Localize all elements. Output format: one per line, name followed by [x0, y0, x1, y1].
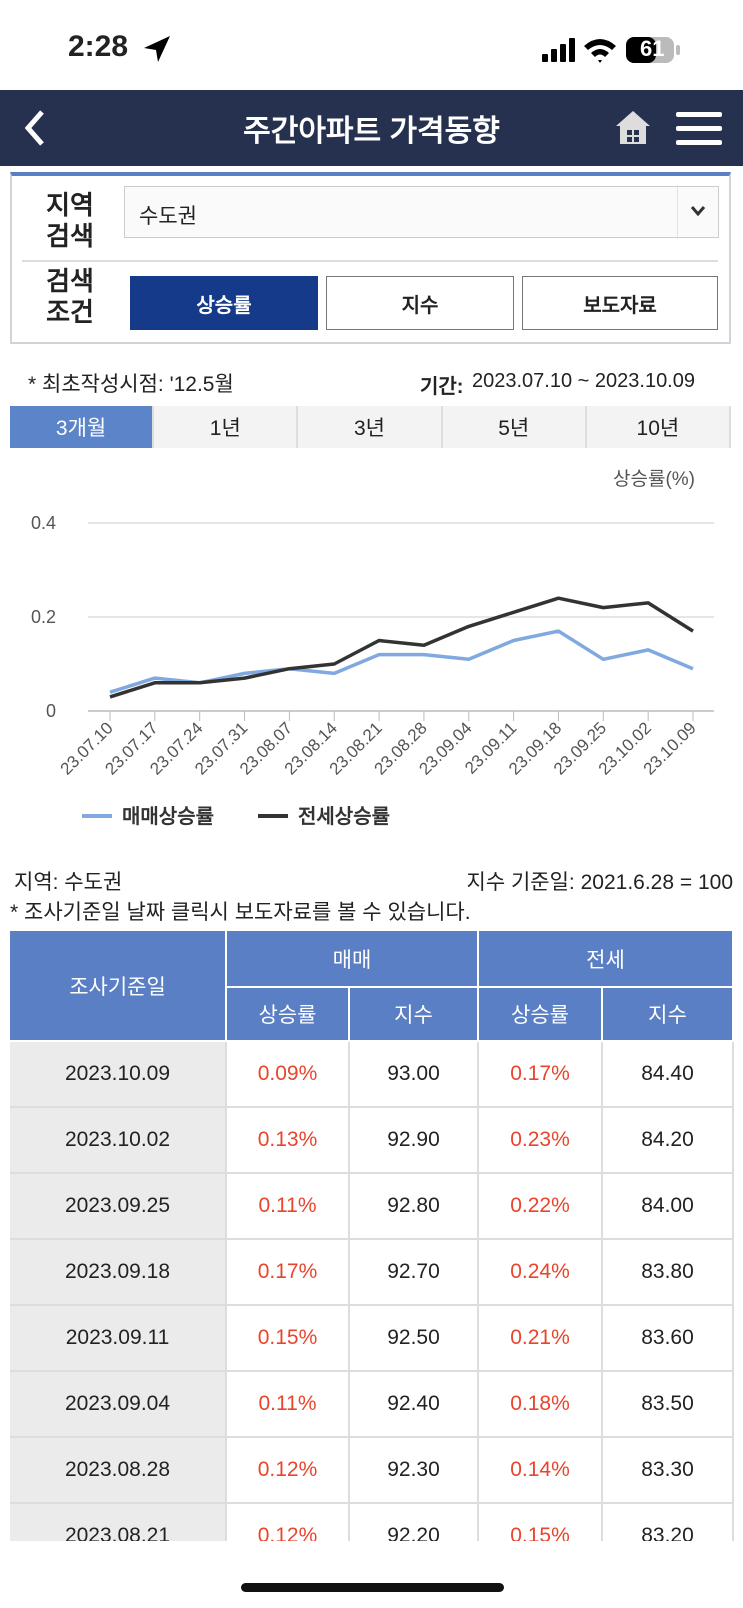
value-cell: 93.00 [350, 1042, 479, 1108]
header: 주간아파트 가격동향 [0, 90, 743, 166]
divider [22, 260, 718, 262]
index-button[interactable]: 지수 [326, 276, 514, 330]
value-cell: 0.11% [227, 1174, 350, 1240]
period-tab[interactable]: 10년 [586, 406, 731, 448]
date-cell[interactable]: 2023.10.02 [10, 1108, 227, 1174]
series-line [109, 596, 694, 699]
label-line: 조건 [46, 297, 94, 327]
value-cell: 0.15% [227, 1306, 350, 1372]
value-cell: 0.21% [479, 1306, 603, 1372]
chart: 상승률(%) 00.20.423.07.1023.07.1723.07.2423… [31, 468, 714, 828]
period-label: 기간: [420, 376, 464, 398]
back-button[interactable] [20, 108, 50, 148]
value-cell: 92.40 [350, 1372, 479, 1438]
label-line: 지역 [46, 190, 94, 220]
first-written: * 최초작성시점: '12.5월 [28, 373, 234, 396]
search-panel: 지역 검색 수도권 검색 조건 상승률 지수 보도자료 [10, 172, 731, 344]
location-icon [144, 36, 170, 62]
legend-label: 매매상승률 [122, 805, 214, 828]
date-cell[interactable]: 2023.10.09 [10, 1042, 227, 1108]
value-cell: 83.20 [603, 1504, 734, 1541]
y-tick-label: 0.4 [31, 513, 56, 533]
header-sub: 상승률 [227, 988, 350, 1042]
press-button[interactable]: 보도자료 [522, 276, 718, 330]
rate-button[interactable]: 상승률 [130, 276, 318, 330]
value-cell: 0.24% [479, 1240, 603, 1306]
value-cell: 92.80 [350, 1174, 479, 1240]
data-table: 조사기준일 매매 전세 상승률 지수 상승률 지수 2023.10.09 0.09% 93.00 0… [10, 931, 734, 1541]
y-tick-label: 0 [46, 701, 56, 721]
value-cell: 92.30 [350, 1438, 479, 1504]
value-cell: 0.23% [479, 1108, 603, 1174]
condition-label: 검색 조건 [20, 266, 120, 328]
header-sub: 상승률 [479, 988, 603, 1042]
date-cell[interactable]: 2023.09.04 [10, 1372, 227, 1438]
date-cell[interactable]: 2023.08.28 [10, 1438, 227, 1504]
status-bar: 2:28 61 [0, 0, 743, 90]
period-tab[interactable]: 3개월 [10, 406, 155, 448]
value-cell: 84.00 [603, 1174, 734, 1240]
value-cell: 92.70 [350, 1240, 479, 1306]
table-region: 지역: 수도권 [14, 871, 123, 894]
value-cell: 0.22% [479, 1174, 603, 1240]
home-button[interactable] [612, 106, 654, 148]
value-cell: 0.15% [479, 1504, 603, 1541]
header-date: 조사기준일 [10, 931, 227, 1042]
header-group: 매매 [227, 931, 479, 988]
value-cell: 92.50 [350, 1306, 479, 1372]
value-cell: 83.30 [603, 1438, 734, 1504]
clock: 2:28 [68, 30, 129, 63]
value-cell: 0.18% [479, 1372, 603, 1438]
value-cell: 0.11% [227, 1372, 350, 1438]
header-group: 전세 [479, 931, 734, 988]
value-cell: 84.40 [603, 1042, 734, 1108]
period-tab[interactable]: 5년 [442, 406, 587, 448]
home-indicator [241, 1583, 504, 1592]
region-label: 지역 검색 [20, 190, 120, 252]
value-cell: 0.17% [227, 1240, 350, 1306]
menu-button[interactable] [676, 110, 722, 148]
value-cell: 0.09% [227, 1042, 350, 1108]
battery-level: 61 [640, 36, 665, 61]
period-tab[interactable]: 3년 [298, 406, 443, 448]
value-cell: 92.20 [350, 1504, 479, 1541]
value-cell: 0.12% [227, 1504, 350, 1541]
value-cell: 0.14% [479, 1438, 603, 1504]
value-cell: 0.12% [227, 1438, 350, 1504]
page-title: 주간아파트 가격동향 [243, 115, 500, 148]
date-cell[interactable]: 2023.08.21 [10, 1504, 227, 1541]
region-select[interactable]: 수도권 [124, 186, 719, 238]
dropdown-arrow [677, 187, 706, 237]
value-cell: 92.90 [350, 1108, 479, 1174]
period-value: 2023.07.10 ~ 2023.10.09 [472, 370, 695, 392]
y-axis-label: 상승률(%) [613, 468, 695, 490]
header-sub: 지수 [603, 988, 734, 1042]
base-date: 지수 기준일: 2021.6.28 = 100 [466, 871, 734, 894]
period-tab[interactable]: 1년 [154, 406, 299, 448]
value-cell: 83.50 [603, 1372, 734, 1438]
table-note: * 조사기준일 날짜 클릭시 보도자료를 볼 수 있습니다. [10, 901, 471, 924]
legend-label: 전세상승률 [298, 805, 390, 828]
value-cell: 83.80 [603, 1240, 734, 1306]
header-sub: 지수 [350, 988, 479, 1042]
value-cell: 83.60 [603, 1306, 734, 1372]
value-cell: 0.13% [227, 1108, 350, 1174]
date-cell[interactable]: 2023.09.25 [10, 1174, 227, 1240]
value-cell: 84.20 [603, 1108, 734, 1174]
y-tick-label: 0.2 [31, 607, 56, 627]
region-value: 수도권 [139, 205, 197, 228]
date-cell[interactable]: 2023.09.18 [10, 1240, 227, 1306]
status-icons [542, 37, 680, 63]
date-cell[interactable]: 2023.09.11 [10, 1306, 227, 1372]
label-line: 검색 [46, 266, 94, 296]
label-line: 검색 [46, 221, 94, 251]
value-cell: 0.17% [479, 1042, 603, 1108]
